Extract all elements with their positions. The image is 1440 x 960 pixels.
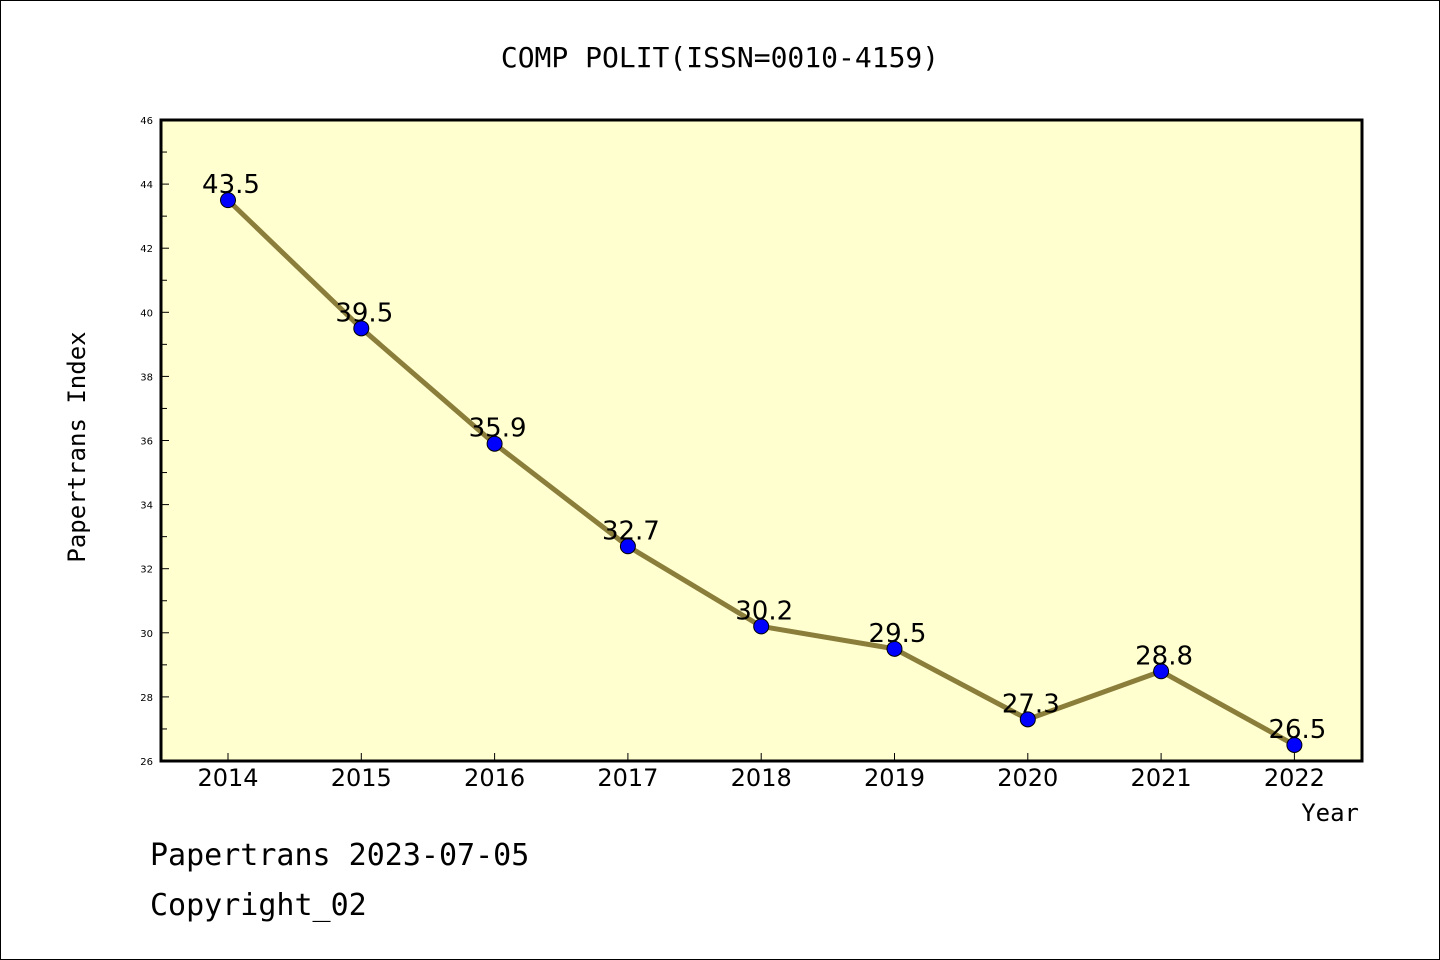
data-point	[1286, 736, 1303, 753]
plot-area	[161, 120, 1362, 761]
x-tick-label: 2022	[1264, 764, 1325, 792]
data-point	[1153, 663, 1170, 680]
data-point	[353, 320, 370, 337]
data-label: 29.5	[869, 619, 927, 649]
data-label: 26.5	[1268, 715, 1326, 745]
data-label: 35.9	[469, 414, 527, 444]
x-axis: 2014 2015 2016 2017 2018 2019 2020 2021 2022	[197, 753, 1325, 792]
x-tick-label: 2016	[464, 764, 525, 792]
plot-border	[159, 118, 1364, 763]
x-tick-label: 2020	[997, 764, 1058, 792]
y-tick-label: 28	[140, 693, 153, 704]
x-tick-label: 2019	[864, 764, 925, 792]
data-point	[1019, 711, 1036, 728]
data-label-group: 43.5 39.5 35.9 32.7 30.2 29.5 27.3 28.8 26.5	[202, 170, 1326, 745]
x-tick-label: 2017	[597, 764, 658, 792]
marker-group	[220, 192, 1303, 753]
y-tick-label: 38	[140, 372, 153, 383]
y-tick-label: 36	[140, 437, 153, 448]
y-tick-label: 32	[140, 565, 153, 576]
data-label: 28.8	[1135, 641, 1193, 671]
data-point	[886, 640, 903, 657]
y-tick-label: 46	[140, 116, 153, 127]
y-tick-label: 40	[140, 308, 153, 319]
data-point	[619, 538, 636, 555]
data-label: 27.3	[1002, 689, 1060, 719]
x-tick-label: 2014	[197, 764, 258, 792]
footer-date-text: Papertrans 2023-07-05	[150, 838, 529, 873]
y-tick-label: 34	[140, 501, 153, 512]
y-axis-title: Papertrans Index	[63, 331, 91, 562]
y-tick-label: 26	[140, 757, 153, 768]
footer-copyright-text: Copyright_02	[150, 888, 367, 923]
y-tick-label: 30	[140, 629, 153, 640]
data-point	[753, 618, 770, 635]
y-tick-label: 42	[140, 244, 153, 255]
x-tick-label: 2018	[731, 764, 792, 792]
x-tick-label: 2021	[1131, 764, 1192, 792]
data-label: 32.7	[602, 516, 660, 546]
data-point	[486, 435, 503, 452]
x-axis-title: Year	[1301, 799, 1359, 827]
y-tick-label: 44	[140, 180, 153, 191]
data-label: 43.5	[202, 170, 260, 200]
y-axis: 26 28 30 32 34 36 38 40 42 44 46	[140, 116, 169, 768]
x-tick-label: 2015	[331, 764, 392, 792]
data-point	[220, 192, 236, 209]
chart-title: COMP POLIT(ISSN=0010-4159)	[501, 41, 939, 74]
data-label: 39.5	[335, 298, 393, 328]
data-label: 30.2	[735, 596, 793, 626]
